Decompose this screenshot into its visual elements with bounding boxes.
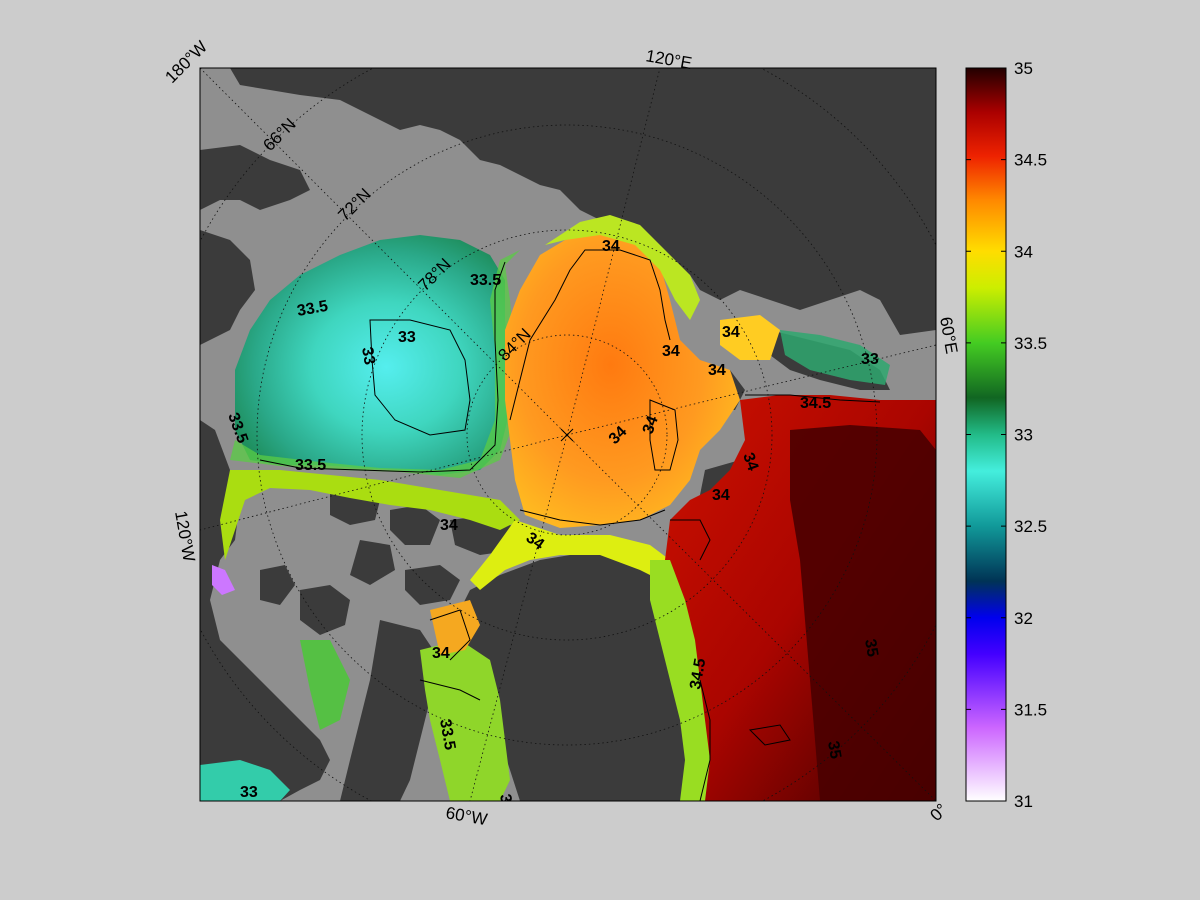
contour-label: 34 [662,343,680,360]
contour-label: 33.5 [436,718,458,752]
contour-label: 34 [712,487,730,504]
contour-label: 33 [358,346,378,367]
salinity-field [200,215,936,801]
contour-label: 34.5 [687,657,709,691]
contour-label: 34 [496,793,516,814]
colorbar-tick-label: 32 [1014,609,1033,628]
contour-label: 34 [602,238,620,255]
contour-lines [259,249,881,801]
contour-label: 33.5 [295,457,326,474]
lon-label-0: 0° [926,800,951,825]
contour-label: 33 [861,351,879,368]
lon-label-60e: 60°E [936,315,961,355]
contour-label: 34 [432,645,450,662]
map-frame: 34 33.5 33.5 33 33 33.5 34 34 34 34 33 3… [200,68,936,814]
colorbar-tick-label: 33.5 [1014,334,1047,353]
colorbar-tick-label: 31 [1014,792,1033,811]
contour-label: 33 [240,784,258,801]
contour-label: 34 [739,451,761,474]
colorbar: 35 34.5 34 33.5 33 32.5 32 31.5 31 [965,59,1047,811]
colorbar-tick-label: 32.5 [1014,517,1047,536]
contour-label: 33.5 [296,298,330,320]
colorbar-tick-label: 31.5 [1014,700,1047,719]
graticule [200,68,936,801]
colorbar-tick-label: 33 [1014,426,1033,445]
lon-label-60w: 60°W [444,803,488,829]
contour-label: 34.5 [800,395,831,412]
map-border [199,67,937,802]
colorbar-gradient [965,67,1007,802]
contour-label: 34 [708,362,726,379]
contour-label: 34 [722,324,740,341]
contour-label: 35 [861,638,881,659]
colorbar-ticks: 35 34.5 34 33.5 33 32.5 32 31.5 31 [966,59,1047,811]
contour-label: 33.5 [470,272,501,289]
north-pole-marker [560,428,574,442]
contour-label: 33 [398,329,416,346]
contour-label: 34 [640,414,662,437]
colorbar-tick-label: 34 [1014,242,1033,261]
lon-label-120w: 120°W [171,509,199,563]
colorbar-tick-label: 34.5 [1014,151,1047,170]
colorbar-tick-label: 35 [1014,59,1033,78]
contour-label: 35 [824,740,844,761]
contour-label: 34 [440,517,458,534]
